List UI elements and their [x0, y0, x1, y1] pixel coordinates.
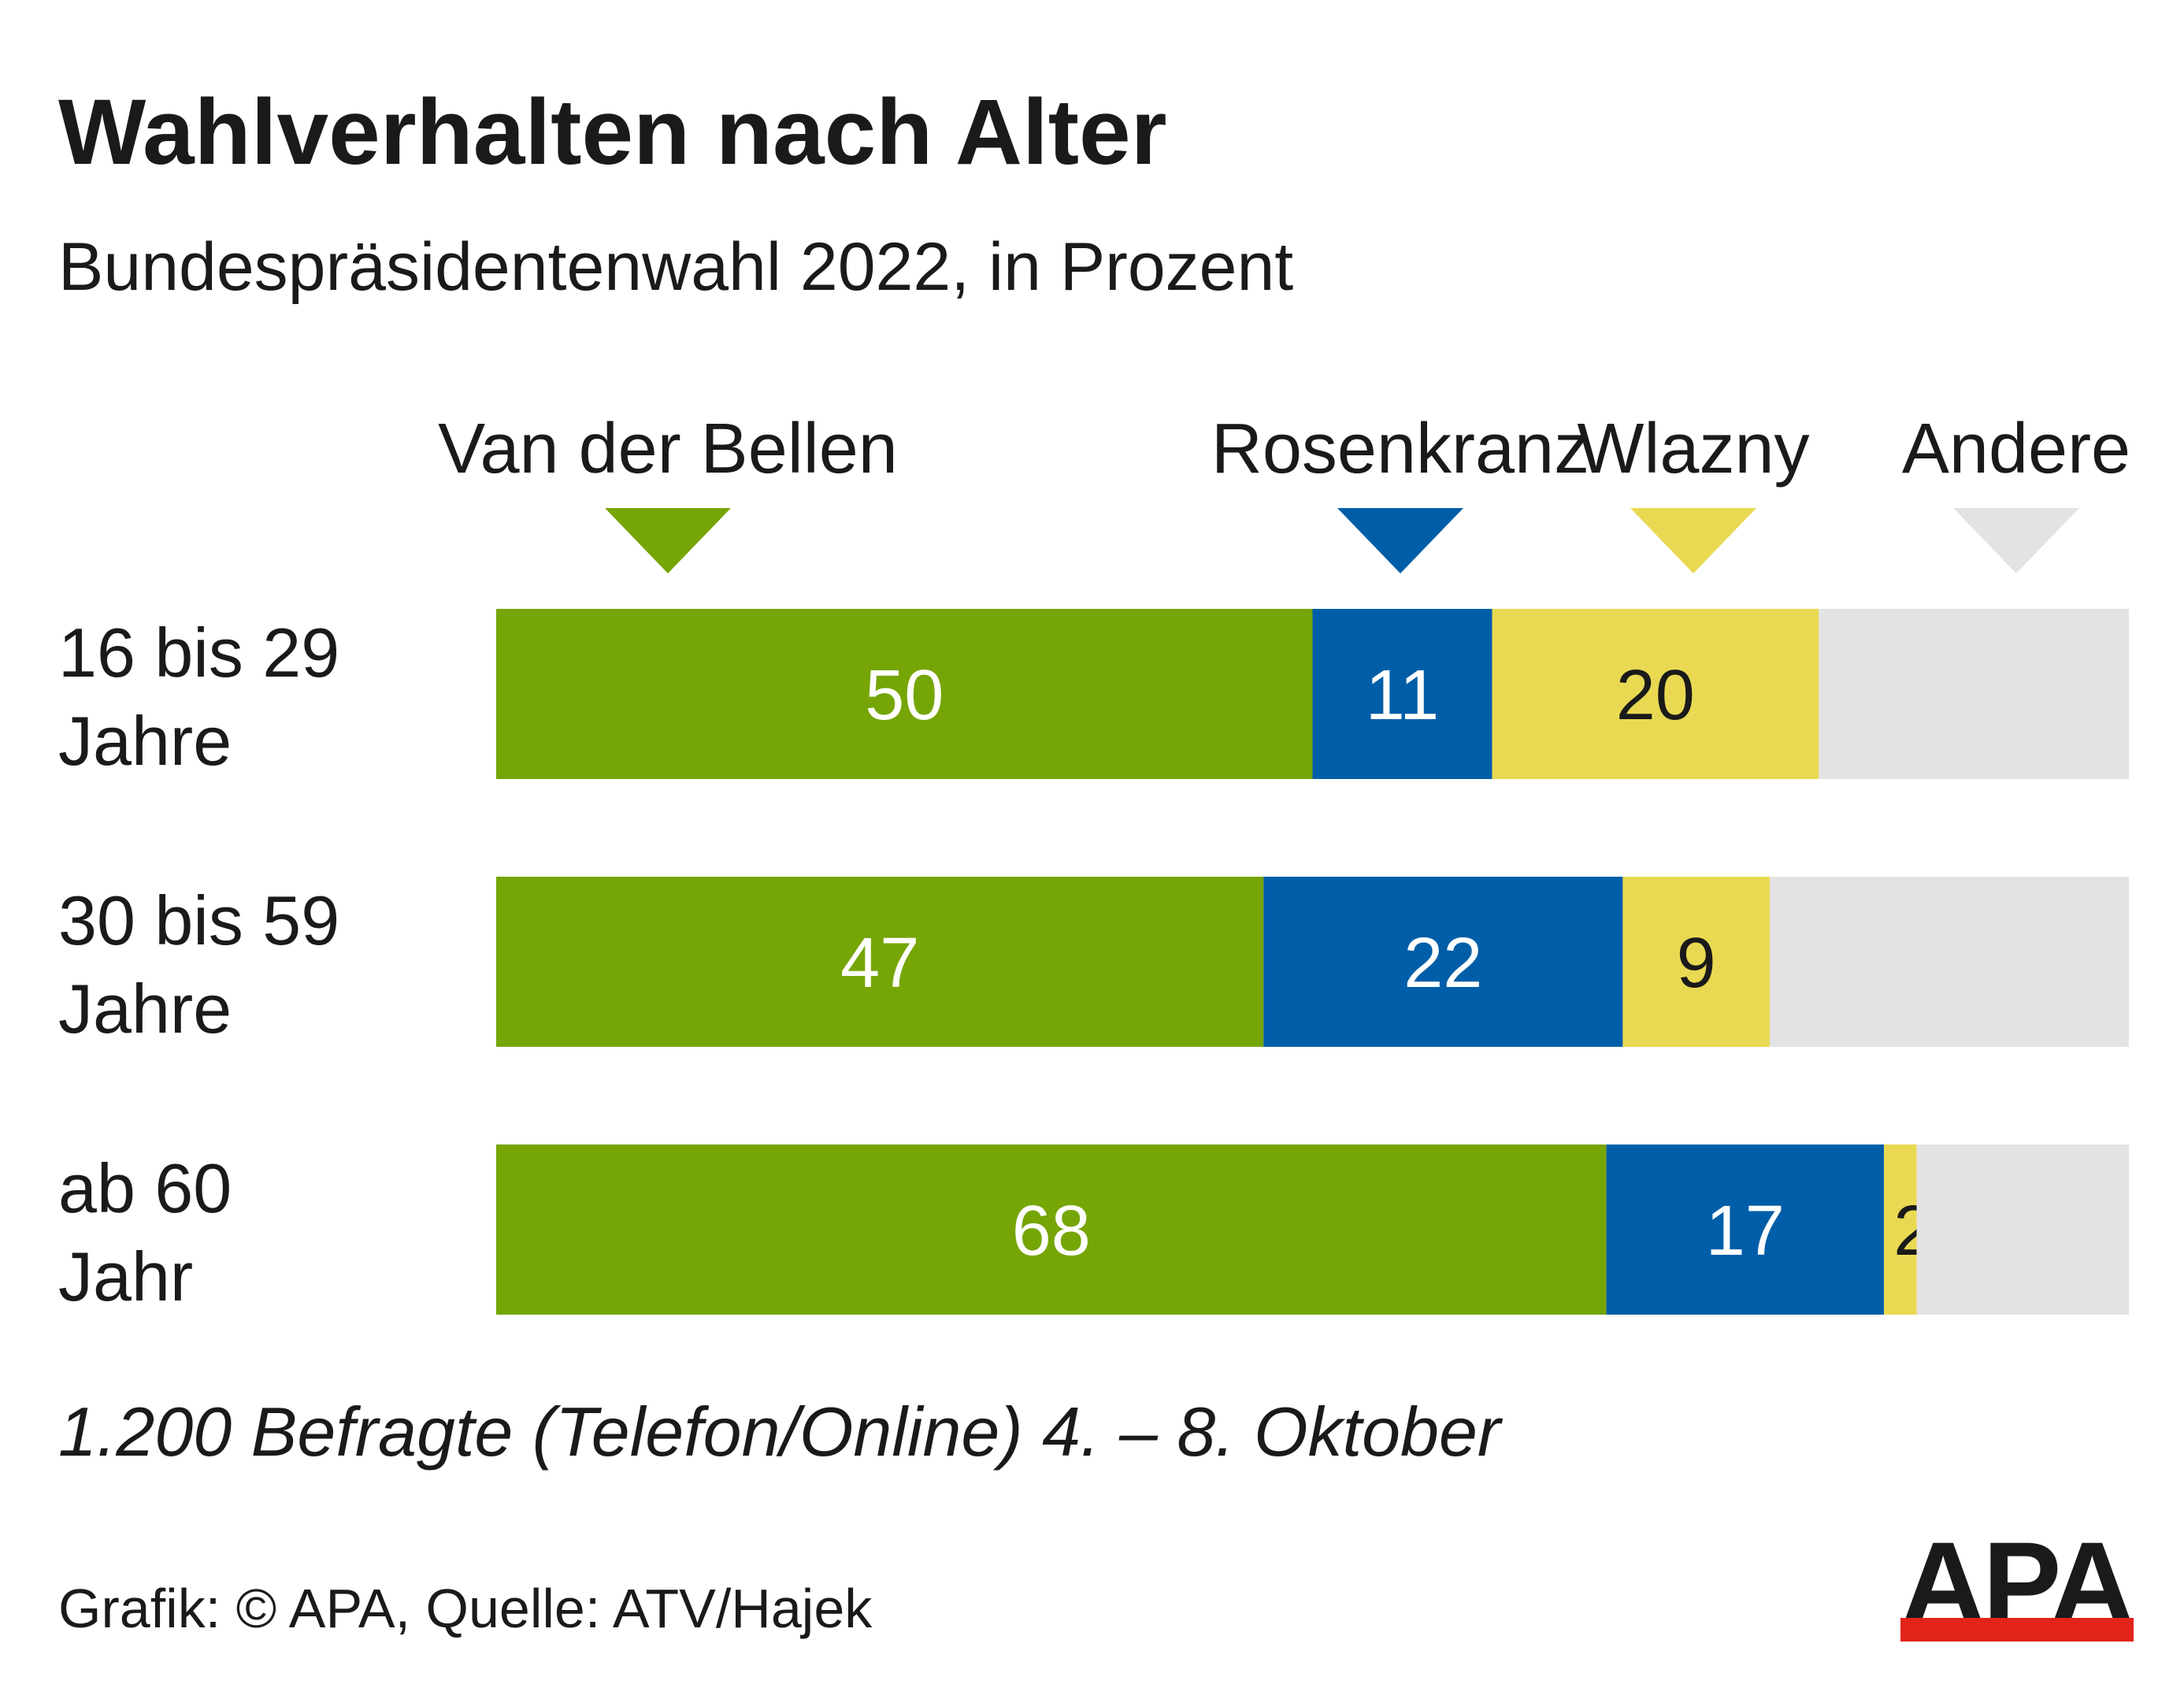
category-label-2-0: ab 60 [58, 1149, 232, 1227]
bar-segment-1-1 [1263, 877, 1623, 1047]
bar-segment-2-1 [1622, 877, 1770, 1047]
apa-logo: APA [1900, 1517, 2135, 1649]
bar-segment-3-0 [1819, 609, 2129, 779]
legend-marker-1 [1337, 508, 1463, 573]
bar-segment-0-2 [496, 1145, 1607, 1315]
bar-segment-2-0 [1492, 609, 1819, 779]
category-label-0-1: Jahre [58, 702, 232, 780]
survey-note: 1.200 Befragte (Telefon/Online) 4. – 8. … [58, 1393, 1504, 1471]
bar-segment-0-0 [496, 609, 1313, 779]
legend-label-2: Wlazny [1577, 410, 1809, 488]
bar-segment-3-1 [1769, 877, 2129, 1047]
logo-red-bar [1900, 1618, 2134, 1642]
category-label-2-1: Jahr [58, 1237, 193, 1315]
value-label-2-1: 9 [1677, 924, 1716, 1003]
chart-title: Wahlverhalten nach Alter [58, 80, 1167, 184]
value-label-1-2: 17 [1706, 1192, 1785, 1271]
legend-marker-0 [605, 508, 731, 573]
bar-segment-2-2 [1884, 1145, 1917, 1315]
legend-marker-3 [1953, 508, 2079, 573]
value-label-0-2: 68 [1012, 1192, 1091, 1271]
bar-segment-0-1 [496, 877, 1264, 1047]
bar-segment-1-0 [1312, 609, 1492, 779]
value-label-0-0: 50 [865, 656, 944, 735]
source-credit: Grafik: © APA, Quelle: ATV/Hajek [58, 1578, 873, 1639]
category-labels: 16 bis 29 Jahre 30 bis 59 Jahre ab 60 Jahr [58, 614, 339, 1315]
chart-subtitle: Bundespräsidentenwahl 2022, in Prozent [58, 229, 1293, 305]
value-label-0-1: 47 [840, 924, 919, 1003]
legend-label-3: Andere [1902, 410, 2130, 488]
category-label-0-0: 16 bis 29 [58, 614, 339, 692]
value-label-1-1: 22 [1403, 924, 1482, 1003]
value-label-1-0: 11 [1366, 656, 1439, 735]
category-label-1-1: Jahre [58, 970, 232, 1048]
value-label-2-0: 20 [1616, 656, 1695, 735]
bar-segment-3-2 [1916, 1145, 2129, 1315]
bar-segment-1-2 [1606, 1145, 1884, 1315]
category-label-1-0: 30 bis 59 [58, 881, 339, 959]
legend-label-0: Van der Bellen [438, 410, 898, 488]
legend-marker-2 [1630, 508, 1756, 573]
legend-label-1: Rosenkranz [1211, 410, 1589, 488]
